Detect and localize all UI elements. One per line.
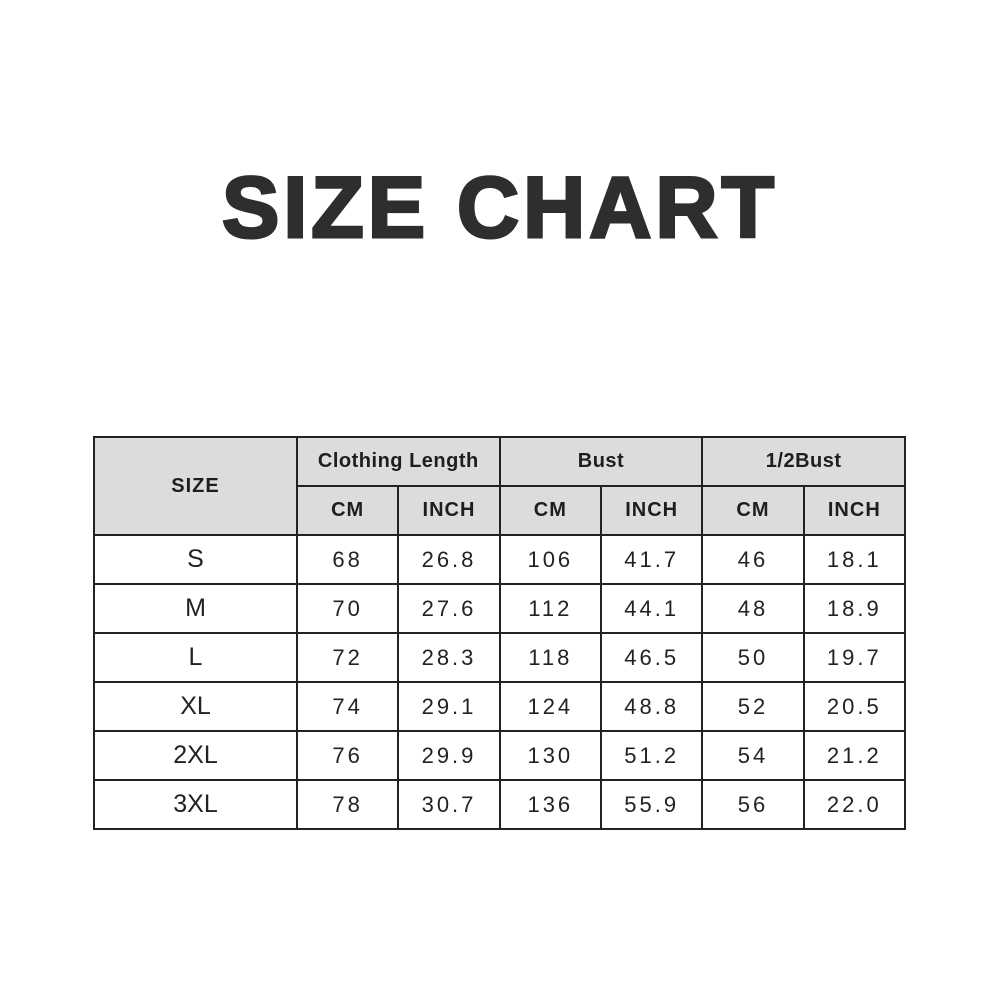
value-cell: 76 <box>295 730 400 781</box>
value-cell: 78 <box>295 779 400 830</box>
value-cell: 22.0 <box>802 779 907 830</box>
value-cell: 130 <box>498 730 602 781</box>
value-cell: 56 <box>701 779 805 830</box>
value-cell: 48 <box>701 583 805 634</box>
size-header: SIZE <box>93 436 298 536</box>
value-cell: 19.7 <box>802 632 907 683</box>
unit-header: INCH <box>397 485 501 536</box>
table-body: S 68 26.8 106 41.7 46 18.1 M 70 27.6 112 44.1 48 18.9… <box>93 534 907 830</box>
size-cell: XL <box>93 681 298 732</box>
table-row: L 72 28.3 118 46.5 50 19.7 <box>93 632 907 683</box>
table-row: XL 74 29.1 124 48.8 52 20.5 <box>93 681 907 732</box>
group-header-clothing-length: Clothing Length <box>296 436 501 487</box>
value-cell: 18.1 <box>802 534 907 585</box>
value-cell: 106 <box>498 534 602 585</box>
value-cell: 46 <box>701 534 805 585</box>
table-row: 2XL 76 29.9 130 51.2 54 21.2 <box>93 730 907 781</box>
size-cell: M <box>93 583 298 634</box>
value-cell: 28.3 <box>397 632 501 683</box>
size-chart-table: SIZE Clothing Length Bust 1/2Bust CM INC… <box>93 436 907 830</box>
value-cell: 136 <box>498 779 602 830</box>
value-cell: 70 <box>295 583 400 634</box>
group-header-bust: Bust <box>498 436 704 487</box>
unit-header: INCH <box>599 485 704 536</box>
value-cell: 29.9 <box>397 730 501 781</box>
value-cell: 41.7 <box>599 534 704 585</box>
value-cell: 112 <box>498 583 602 634</box>
value-cell: 48.8 <box>599 681 704 732</box>
value-cell: 52 <box>701 681 805 732</box>
value-cell: 74 <box>295 681 400 732</box>
value-cell: 20.5 <box>802 681 907 732</box>
size-cell: 3XL <box>93 779 298 830</box>
page-title: SIZE CHART <box>221 159 778 258</box>
value-cell: 26.8 <box>397 534 501 585</box>
unit-header: CM <box>701 485 805 536</box>
table-row: 3XL 78 30.7 136 55.9 56 22.0 <box>93 779 907 830</box>
table-row: S 68 26.8 106 41.7 46 18.1 <box>93 534 907 585</box>
group-header-half-bust: 1/2Bust <box>701 436 906 487</box>
value-cell: 21.2 <box>802 730 907 781</box>
unit-header: CM <box>498 485 602 536</box>
value-cell: 44.1 <box>599 583 704 634</box>
value-cell: 30.7 <box>397 779 501 830</box>
value-cell: 118 <box>498 632 602 683</box>
value-cell: 46.5 <box>599 632 704 683</box>
size-cell: L <box>93 632 298 683</box>
value-cell: 72 <box>295 632 400 683</box>
value-cell: 68 <box>295 534 400 585</box>
value-cell: 50 <box>701 632 805 683</box>
unit-header: CM <box>295 485 400 536</box>
size-cell: S <box>93 534 298 585</box>
value-cell: 54 <box>701 730 805 781</box>
value-cell: 18.9 <box>802 583 907 634</box>
value-cell: 29.1 <box>397 681 501 732</box>
value-cell: 55.9 <box>599 779 704 830</box>
size-cell: 2XL <box>93 730 298 781</box>
value-cell: 124 <box>498 681 602 732</box>
value-cell: 51.2 <box>599 730 704 781</box>
table-row: M 70 27.6 112 44.1 48 18.9 <box>93 583 907 634</box>
unit-header: INCH <box>802 485 907 536</box>
value-cell: 27.6 <box>397 583 501 634</box>
